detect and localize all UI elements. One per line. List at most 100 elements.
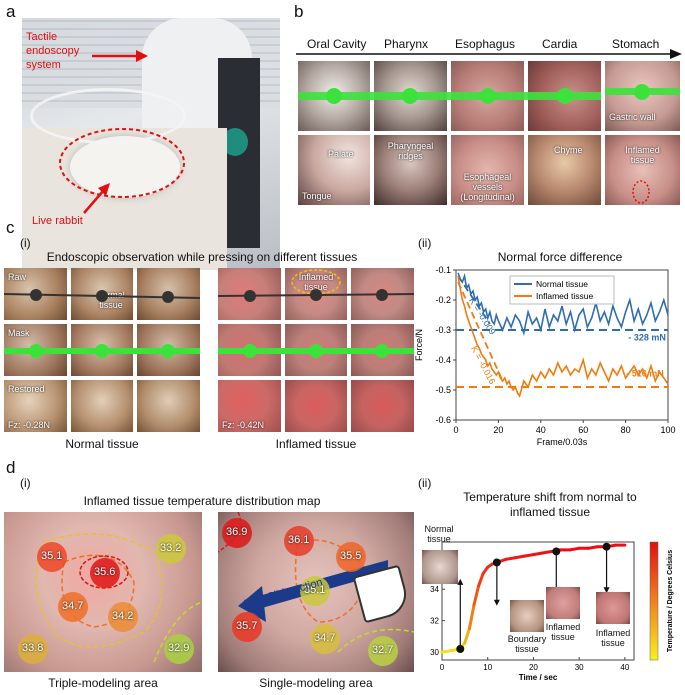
- rabbit-circle: [59, 128, 185, 198]
- system-label: Tactile endoscopy system: [26, 31, 80, 71]
- legend-entry: Normal tissue: [536, 279, 588, 289]
- plot-frame: [441, 541, 635, 661]
- caption-normal-tissue: Normal tissue: [65, 437, 139, 451]
- triple-v3: 33.2: [160, 542, 182, 554]
- s-dot-36-1: [284, 526, 314, 556]
- triple-v2: 35.6: [94, 566, 116, 578]
- single-v3: 35.5: [340, 550, 362, 562]
- temp-dot-32-9: [164, 634, 194, 664]
- y-tick-label: 30: [430, 648, 439, 657]
- ann-inflamed-a-1: Inflamed: [545, 622, 581, 632]
- mask-label: Mask: [8, 328, 30, 338]
- data-marker: [492, 558, 501, 567]
- s-dot-35-7: [232, 612, 262, 642]
- triple-v7: 32.9: [168, 642, 190, 654]
- triple-v5: 34.2: [112, 610, 134, 622]
- c-inflamed-rest-3: [351, 380, 414, 432]
- series-line-inflamed: [457, 275, 669, 398]
- ann-normal-2: tissue: [427, 534, 451, 544]
- d-title-i: Inflamed tissue temperature distribution…: [83, 494, 321, 508]
- temp-dot-34-2: [108, 602, 138, 632]
- y-tick-label: -0.6: [435, 415, 451, 425]
- chart-d-title-2: inflamed tissue: [509, 505, 591, 519]
- normal-tissue-in-tile: normal tissue: [71, 290, 133, 310]
- inflamed-outline: [291, 269, 341, 295]
- raw-label: Raw: [8, 272, 27, 282]
- c-sub-i: (i): [20, 236, 31, 250]
- ann-inflamed-b-2: tissue: [601, 638, 625, 648]
- series-line-normal: [457, 272, 669, 336]
- rabbit-arrow: [83, 189, 105, 214]
- normal-line2: tissue: [99, 300, 123, 310]
- panel-label-c: c: [6, 218, 15, 237]
- pharyngeal-line2: ridges: [398, 151, 423, 161]
- ann-boundary-1: Boundary: [507, 634, 547, 644]
- c-normal-rest-1: Restored Fz: -0.28N: [4, 380, 67, 432]
- x-tick-label: 80: [621, 425, 631, 435]
- green-mask-line-stomach: [605, 84, 680, 100]
- c-raw-lines: [3, 289, 415, 358]
- y-tick-label: -0.1: [435, 265, 451, 275]
- triple-v4: 34.7: [62, 600, 84, 612]
- slope-inflamed: [457, 281, 504, 382]
- inflamed-b-line2: tissue: [630, 155, 655, 165]
- d-sub-ii: (ii): [418, 476, 432, 490]
- c-inflamed-rest-2: [285, 380, 347, 432]
- mn-inflamed-label: - 516 mN: [626, 369, 664, 379]
- temp-series-segment: [477, 571, 485, 588]
- panel-label-b: b: [294, 2, 304, 21]
- temp-dot-34-7: [58, 592, 88, 622]
- tube-coil: [30, 88, 186, 144]
- x-tick-label: 60: [578, 425, 588, 435]
- triple-modeling-image: 35.1 35.6 33.2 34.7 34.2 33.8 32.9: [4, 512, 202, 672]
- x-tick-label: 30: [575, 663, 584, 672]
- temp-series-segment: [531, 551, 545, 557]
- c-title-i: Endoscopic observation while pressing on…: [46, 250, 358, 264]
- s-dot-35-5: [336, 542, 366, 572]
- stage-stomach: Stomach: [612, 37, 660, 51]
- data-marker: [456, 644, 465, 653]
- colorbar-label: Temperature / Degrees Celsius: [667, 550, 674, 652]
- inflamed-tissue-in-tile: Inflamed tissue: [285, 272, 347, 292]
- stage-pharynx: Pharynx: [384, 37, 429, 51]
- temp-series-segment: [586, 545, 599, 550]
- temp-dot-35-1: [37, 542, 67, 572]
- force-chart: -0.1 -0.2 -0.3 -0.4 -0.5 -0.60 20 40 60 80 100 Fram…: [414, 265, 676, 447]
- photo-lab-setup: [22, 18, 280, 270]
- slope-normal: [457, 275, 491, 325]
- single-v1: 36.9: [226, 526, 248, 538]
- x-tick-label: 0: [453, 425, 458, 435]
- temp-series-segment: [467, 603, 476, 631]
- chyme-label: Chyme: [554, 145, 583, 155]
- inflamed-tissue-label-b: Inflamed tissue: [605, 145, 680, 165]
- colorbar: [649, 541, 659, 661]
- panel-a-annotations: [59, 50, 185, 214]
- single-v6: 34.7: [314, 632, 336, 644]
- esoph-line2: vessels: [472, 182, 503, 192]
- s-dot-36-9: [222, 518, 252, 548]
- x-tick-label: 10: [483, 663, 492, 672]
- restored-label: Restored: [8, 384, 45, 394]
- ann-inflamed-b: Inflamed tissue: [590, 628, 636, 648]
- system-arrowhead: [136, 50, 148, 62]
- legend-entry: Inflamed tissue: [536, 291, 593, 301]
- s-dot-35-1: [300, 576, 330, 606]
- mn-normal-label: - 328 mN: [628, 333, 666, 343]
- temp-dot-35-6: [90, 558, 120, 588]
- thumb-normal: [422, 550, 458, 584]
- rabbit-body: [70, 136, 180, 198]
- x-tick-label: 20: [529, 663, 538, 672]
- y-axis-label: Force/N: [414, 329, 424, 361]
- x-axis-label: Frame/0.03s: [537, 437, 588, 447]
- temp-dot-33-8: [18, 634, 48, 664]
- ann-boundary-2: tissue: [515, 644, 539, 654]
- b-stomach-bottom: Inflamed tissue: [605, 135, 680, 205]
- inflamed-c-line2: tissue: [304, 282, 328, 292]
- c-normal-rest-3: [137, 380, 200, 432]
- esophageal-label: Esophageal vessels (Longitudinal): [451, 172, 524, 202]
- fz-inflamed: Fz: -0.42N: [222, 420, 265, 430]
- tongue-label: Tongue: [302, 191, 332, 201]
- green-mask-line: [298, 88, 601, 104]
- plot-frame: [455, 269, 669, 421]
- normal-line1: normal: [97, 290, 125, 300]
